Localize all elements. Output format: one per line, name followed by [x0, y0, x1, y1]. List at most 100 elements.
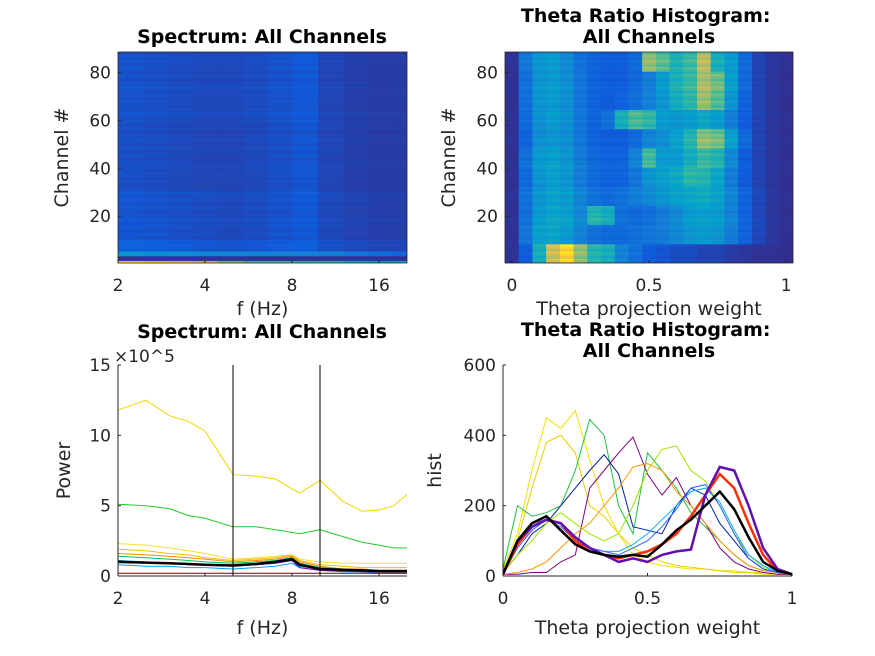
heatmap-cell [669, 164, 684, 168]
heatmap-cell [292, 59, 319, 63]
heatmap-cell [268, 140, 294, 144]
heatmap-cell [532, 164, 547, 168]
heatmap-cell [710, 138, 725, 142]
heatmap-cell [601, 246, 616, 250]
heatmap-cell [546, 104, 561, 108]
heatmap-cell [168, 164, 194, 168]
heatmap-cell [628, 104, 643, 108]
heatmap-cell [628, 54, 643, 58]
heatmap-cell [343, 217, 370, 221]
heatmap-cell [168, 212, 194, 216]
heatmap-cell [765, 75, 780, 79]
heatmap-cell [393, 186, 407, 190]
heatmap-cell [268, 121, 294, 125]
heatmap-cell [343, 150, 370, 154]
heatmap-cell [710, 227, 725, 230]
heatmap-cell [628, 222, 643, 226]
heatmap-cell [765, 104, 780, 108]
heatmap-cell [601, 260, 616, 263]
heatmap-cell [118, 198, 144, 202]
heatmap-cell [343, 234, 370, 238]
heatmap-cell [505, 248, 520, 252]
heatmap-cell [292, 92, 319, 96]
heatmap-cell [601, 159, 616, 163]
heatmap-cell [697, 186, 712, 190]
heatmap-cell [168, 63, 194, 67]
heatmap-cell [738, 224, 753, 228]
heatmap-cell [393, 107, 407, 111]
heatmap-cell [559, 75, 575, 79]
heatmap-cell [217, 111, 244, 115]
heatmap-cell [669, 255, 684, 259]
heatmap-cell [532, 258, 547, 262]
heatmap-cell [724, 56, 739, 60]
heatmap-cell [614, 241, 629, 245]
heatmap-cell [243, 83, 269, 87]
heatmap-cell [738, 111, 753, 115]
heatmap-cell [779, 212, 793, 216]
heatmap-cell [573, 205, 588, 209]
heatmap-cell [587, 207, 602, 211]
heatmap-cell [765, 239, 780, 242]
heatmap-cell [243, 87, 269, 91]
heatmap-cell [655, 78, 671, 82]
heatmap-cell [697, 246, 712, 250]
heatmap-cell [343, 212, 370, 216]
heatmap-cell [710, 90, 725, 94]
heatmap-cell [532, 231, 547, 235]
heatmap-cell [697, 80, 712, 84]
heatmap-cell [587, 87, 602, 91]
heatmap-cell [655, 128, 671, 132]
heatmap-cell [697, 179, 712, 182]
heatmap-cell [268, 56, 294, 60]
heatmap-cell [505, 212, 520, 216]
heatmap-cell [697, 63, 712, 67]
heatmap-cell [192, 75, 219, 79]
heatmap-cell [724, 174, 739, 178]
heatmap-cell [318, 123, 344, 127]
heatmap-cell [118, 52, 144, 55]
heatmap-cell [393, 119, 407, 123]
heatmap-cell [393, 188, 407, 192]
heatmap-cell [505, 231, 520, 235]
heatmap-cell [168, 181, 194, 185]
heatmap-cell [518, 121, 533, 125]
heatmap-cell [118, 171, 144, 175]
heatmap-cell [779, 109, 793, 113]
heatmap-cell [724, 183, 739, 187]
heatmap-cell [779, 183, 793, 187]
x-tick-label: 0.5 [635, 276, 662, 296]
heatmap-cell [142, 188, 169, 192]
heatmap-cell [573, 87, 588, 91]
heatmap-cell [738, 140, 753, 144]
heatmap-cell [573, 116, 588, 120]
heatmap-cell [118, 217, 144, 221]
heatmap-cell [532, 131, 547, 135]
plot-area [118, 365, 407, 576]
heatmap-cell [343, 99, 370, 103]
heatmap-cell [559, 87, 575, 91]
heatmap-cell [779, 210, 793, 214]
heatmap-cell [243, 260, 269, 263]
heatmap-cell [765, 133, 780, 137]
heatmap-cell [217, 135, 244, 139]
heatmap-cell [243, 61, 269, 65]
heatmap-cell [724, 63, 739, 67]
heatmap-cell [292, 54, 319, 58]
heatmap-cell [601, 188, 616, 192]
heatmap-cell [518, 75, 533, 79]
heatmap-cell [243, 229, 269, 233]
heatmap-cell [505, 164, 520, 168]
heatmap-cell [642, 102, 657, 106]
heatmap-cell [192, 243, 219, 247]
heatmap-cell [217, 143, 244, 147]
heatmap-cell [765, 193, 780, 197]
heatmap-cell [724, 164, 739, 168]
heatmap-cell [292, 224, 319, 228]
heatmap-cell [243, 251, 269, 254]
heatmap-cell [655, 111, 671, 115]
heatmap-cell [573, 200, 588, 204]
y-tick-label: 80 [89, 63, 111, 83]
heatmap-cell [683, 241, 698, 245]
